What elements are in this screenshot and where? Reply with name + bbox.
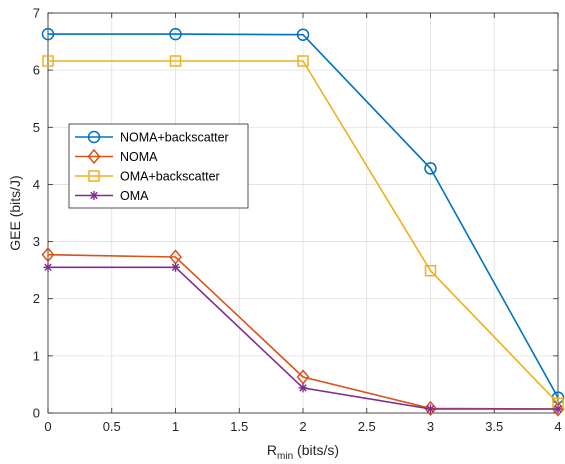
asterisk-stroke — [426, 405, 435, 413]
data-point — [41, 247, 55, 263]
legend-label: NOMA+backscatter — [120, 131, 229, 145]
x-tick-label: 3.5 — [485, 419, 503, 434]
x-tick-label: 0.5 — [103, 419, 121, 434]
data-point — [171, 262, 180, 272]
legend-label: NOMA — [120, 150, 158, 164]
x-tick-label: 2 — [299, 419, 306, 434]
series-line — [48, 33, 559, 398]
data-point — [297, 55, 309, 67]
asterisk-stroke — [554, 405, 562, 413]
legend-swatch-marker — [87, 148, 101, 165]
y-tick-label: 6 — [33, 63, 40, 78]
legend-label: OMA — [120, 189, 149, 203]
y-axis-label: GEE (bits/J) — [7, 175, 23, 250]
x-axis-label-subscript: min — [277, 451, 293, 462]
asterisk-stroke — [44, 263, 52, 272]
legend-item: NOMA+backscatter — [75, 131, 229, 145]
legend: NOMA+backscatter NOMA OMA+backscatter OMA — [68, 123, 249, 209]
data-point — [296, 28, 310, 41]
legend-item: OMA+backscatter — [75, 170, 220, 184]
legend-swatch-marker — [89, 191, 99, 200]
data-point — [43, 262, 53, 272]
y-tick-label: 3 — [33, 234, 40, 249]
x-axis-label-unit: (bits/s) — [293, 442, 339, 458]
legend-swatch-marker — [88, 170, 100, 182]
legend-swatch-marker — [87, 130, 101, 144]
y-tick-label: 7 — [33, 6, 40, 21]
data-point — [41, 27, 55, 41]
series-layer — [41, 27, 565, 417]
x-tick-label: 2.5 — [358, 419, 376, 434]
x-tick-label: 0 — [44, 419, 51, 434]
legend-item: OMA — [75, 189, 149, 203]
legend-item: NOMA — [75, 148, 158, 165]
x-tick-label: 3 — [427, 419, 434, 434]
x-tick-label: 1 — [172, 419, 179, 434]
data-point — [42, 55, 54, 67]
y-tick-label: 4 — [33, 177, 40, 192]
asterisk-stroke — [90, 191, 98, 200]
data-point — [553, 404, 563, 414]
data-point — [169, 27, 182, 41]
data-point — [424, 264, 437, 277]
series-line — [48, 60, 559, 404]
asterisk-stroke — [171, 263, 180, 272]
data-point — [424, 162, 437, 175]
y-tick-label: 5 — [33, 120, 40, 135]
x-axis-label: Rmin (bits/s) — [267, 442, 339, 462]
data-point — [298, 383, 308, 393]
x-tick-label: 4 — [554, 419, 561, 434]
y-tick-label: 1 — [33, 348, 40, 363]
axis-ticks: 0 0.5 1 1.5 2 2.5 3 3.5 4 0 1 2 3 4 5 6 7 — [33, 6, 562, 435]
data-point — [169, 55, 182, 67]
y-tick-label: 2 — [33, 291, 40, 306]
asterisk-stroke — [299, 384, 307, 392]
x-axis-label-main: R — [267, 442, 277, 458]
y-tick-label: 0 — [33, 406, 40, 421]
legend-label: OMA+backscatter — [120, 170, 220, 184]
x-tick-label: 1.5 — [230, 419, 248, 434]
data-point — [426, 404, 435, 414]
series-oma — [43, 262, 563, 414]
data-point — [551, 401, 565, 417]
series-oma-backscatter — [42, 55, 564, 410]
